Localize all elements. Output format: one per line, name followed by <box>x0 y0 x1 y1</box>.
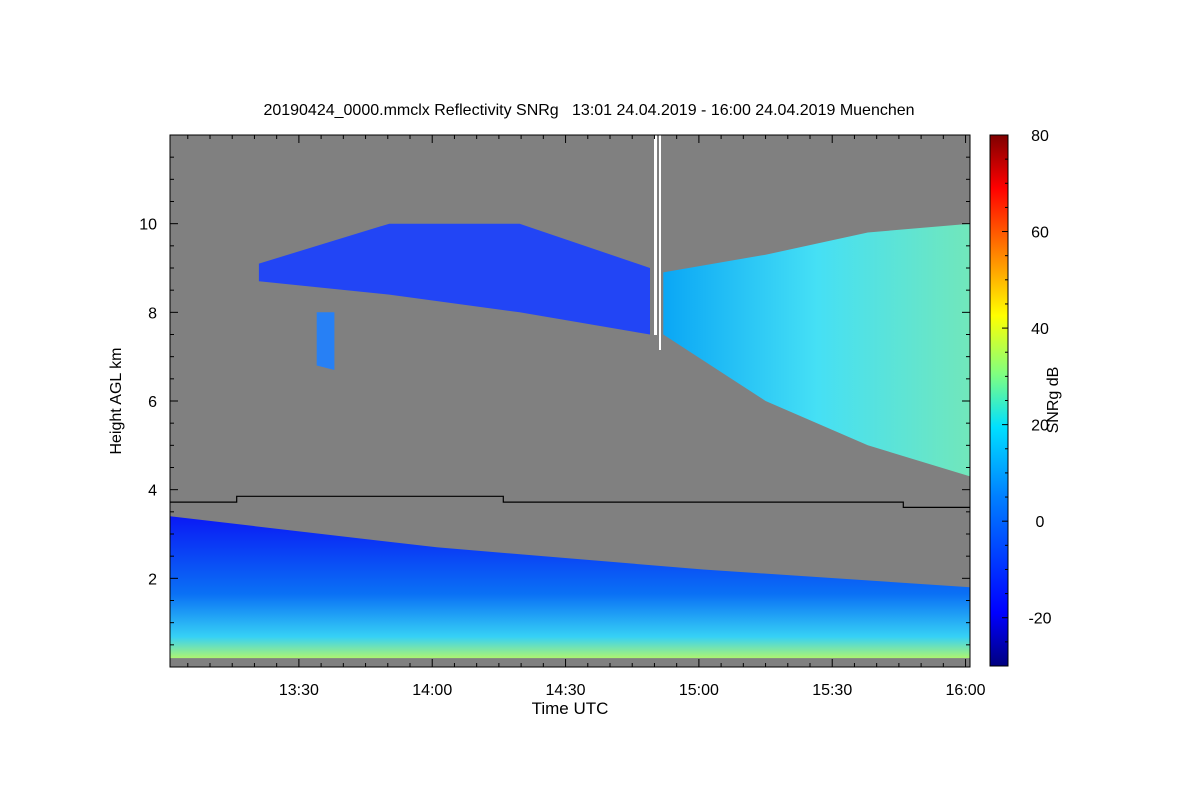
colorbar-axis: -20 0 20 40 60 80 <box>1002 128 1052 643</box>
line-series <box>170 495 970 508</box>
x-tick-label: 15:30 <box>812 682 852 699</box>
colorbar-label: SNRg dB <box>1045 367 1062 434</box>
data-gap <box>654 135 661 350</box>
colorbar-tick-label: -20 <box>1028 611 1051 628</box>
y-tick-label: 8 <box>148 305 157 322</box>
colorbar-tick-label: 0 <box>1036 514 1045 531</box>
x-tick-label: 14:00 <box>412 682 452 699</box>
chart-title: 20190424_0000.mmclx Reflectivity SNRg 13… <box>263 102 914 119</box>
echo-layer <box>170 223 970 659</box>
echo-region-1 <box>258 223 650 335</box>
y-axis-label: Height AGL km <box>108 347 125 454</box>
x-tick-label: 14:30 <box>546 682 586 699</box>
colorbar-tick-label: 40 <box>1031 321 1049 338</box>
colorbar-tick-label: 60 <box>1031 225 1049 242</box>
x-tick-label: 15:00 <box>679 682 719 699</box>
y-axis: 2 4 6 8 10 <box>139 156 970 646</box>
x-axis: 13:30 14:00 14:30 15:00 15:30 16:00 <box>187 135 986 699</box>
y-tick-label: 10 <box>139 217 157 234</box>
x-tick-label: 13:30 <box>279 682 319 699</box>
echo-region-3 <box>663 223 970 477</box>
echo-region-2 <box>316 312 335 370</box>
x-tick-label: 16:00 <box>946 682 986 699</box>
y-tick-label: 6 <box>148 394 157 411</box>
colorbar-tick-label: 20 <box>1031 418 1049 435</box>
echo-region-4 <box>170 516 970 659</box>
y-tick-label: 4 <box>148 483 157 500</box>
x-axis-label: Time UTC <box>532 699 609 718</box>
colorbar-tick-label: 80 <box>1031 128 1049 145</box>
y-tick-label: 2 <box>148 571 157 588</box>
